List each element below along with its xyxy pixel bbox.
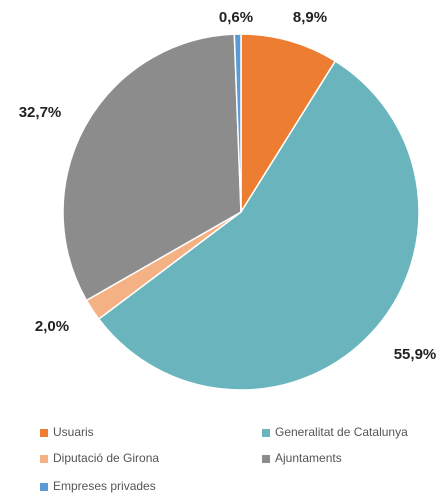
pie-slice — [240, 33, 337, 215]
legend-label: Diputació de Girona — [53, 451, 159, 465]
pie-slice — [62, 33, 242, 302]
data-label: 8,9% — [293, 9, 327, 26]
data-label: 55,9% — [394, 346, 437, 363]
legend-label: Usuaris — [53, 425, 94, 439]
legend-swatch — [262, 455, 270, 463]
data-label: 32,7% — [19, 104, 62, 121]
pie-slice — [97, 60, 420, 391]
legend-label: Generalitat de Catalunya — [275, 425, 408, 439]
legend-label: Empreses privades — [53, 479, 156, 493]
legend-swatch — [40, 429, 48, 437]
legend-swatch — [40, 483, 48, 491]
legend-swatch — [262, 429, 270, 437]
data-label: 0,6% — [219, 9, 253, 26]
legend-swatch — [40, 455, 48, 463]
data-label: 2,0% — [35, 318, 69, 335]
pie-slice — [233, 33, 242, 213]
legend-label: Ajuntaments — [275, 451, 342, 465]
